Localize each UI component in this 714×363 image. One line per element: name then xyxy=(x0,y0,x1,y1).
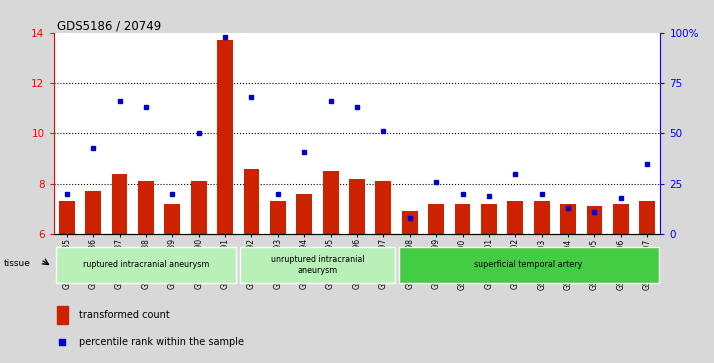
Bar xyxy=(59,201,75,234)
FancyBboxPatch shape xyxy=(241,247,395,283)
Text: transformed count: transformed count xyxy=(79,310,169,320)
Bar xyxy=(191,181,206,234)
Bar xyxy=(534,201,550,234)
Bar xyxy=(587,207,603,234)
Bar xyxy=(270,201,286,234)
Text: unruptured intracranial
aneurysm: unruptured intracranial aneurysm xyxy=(271,255,364,275)
Bar xyxy=(138,181,154,234)
Text: tissue: tissue xyxy=(4,259,31,268)
Bar xyxy=(481,204,497,234)
Bar xyxy=(296,194,312,234)
Bar xyxy=(455,204,471,234)
Bar xyxy=(613,204,629,234)
FancyBboxPatch shape xyxy=(398,247,658,283)
Bar xyxy=(111,174,127,234)
Bar xyxy=(560,204,576,234)
Bar xyxy=(57,306,68,323)
Bar xyxy=(217,40,233,234)
Bar xyxy=(349,179,365,234)
Bar xyxy=(164,204,180,234)
FancyBboxPatch shape xyxy=(56,247,236,283)
Bar xyxy=(639,201,655,234)
Text: GDS5186 / 20749: GDS5186 / 20749 xyxy=(57,20,161,33)
Bar xyxy=(402,212,418,234)
Text: percentile rank within the sample: percentile rank within the sample xyxy=(79,337,243,347)
Text: ruptured intracranial aneurysm: ruptured intracranial aneurysm xyxy=(83,261,209,269)
Bar xyxy=(85,191,101,234)
Text: superficial temporal artery: superficial temporal artery xyxy=(474,261,583,269)
Bar xyxy=(376,181,391,234)
Bar xyxy=(508,201,523,234)
Bar xyxy=(243,169,259,234)
Bar xyxy=(428,204,444,234)
Bar xyxy=(323,171,338,234)
